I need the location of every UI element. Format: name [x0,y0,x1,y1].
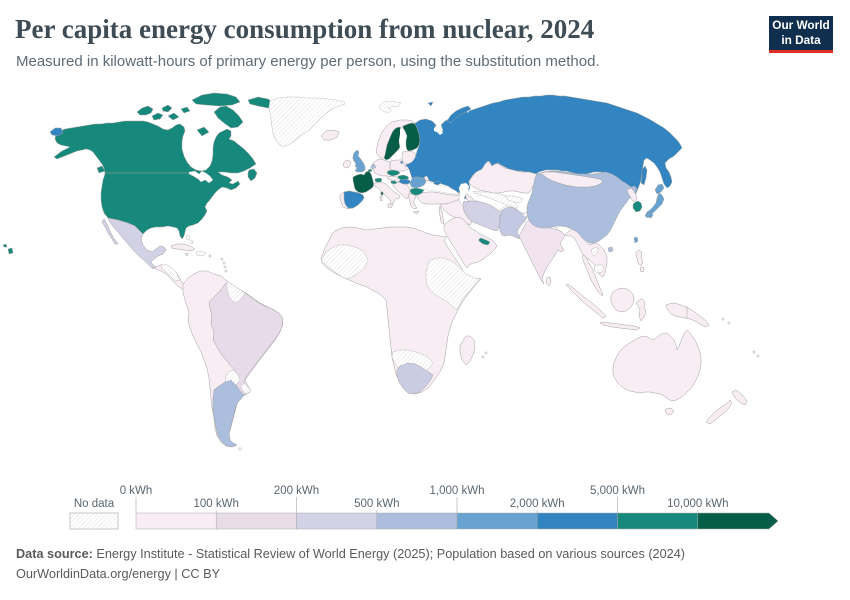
svg-text:No data: No data [74,498,115,510]
svg-text:500 kWh: 500 kWh [354,498,399,510]
svg-text:1,000 kWh: 1,000 kWh [430,485,485,497]
svg-text:0 kWh: 0 kWh [120,485,153,497]
svg-text:2,000 kWh: 2,000 kWh [510,498,565,510]
svg-text:10,000 kWh: 10,000 kWh [667,498,728,510]
svg-text:200 kWh: 200 kWh [274,485,319,497]
svg-text:100 kWh: 100 kWh [194,498,239,510]
svg-text:5,000 kWh: 5,000 kWh [590,485,645,497]
